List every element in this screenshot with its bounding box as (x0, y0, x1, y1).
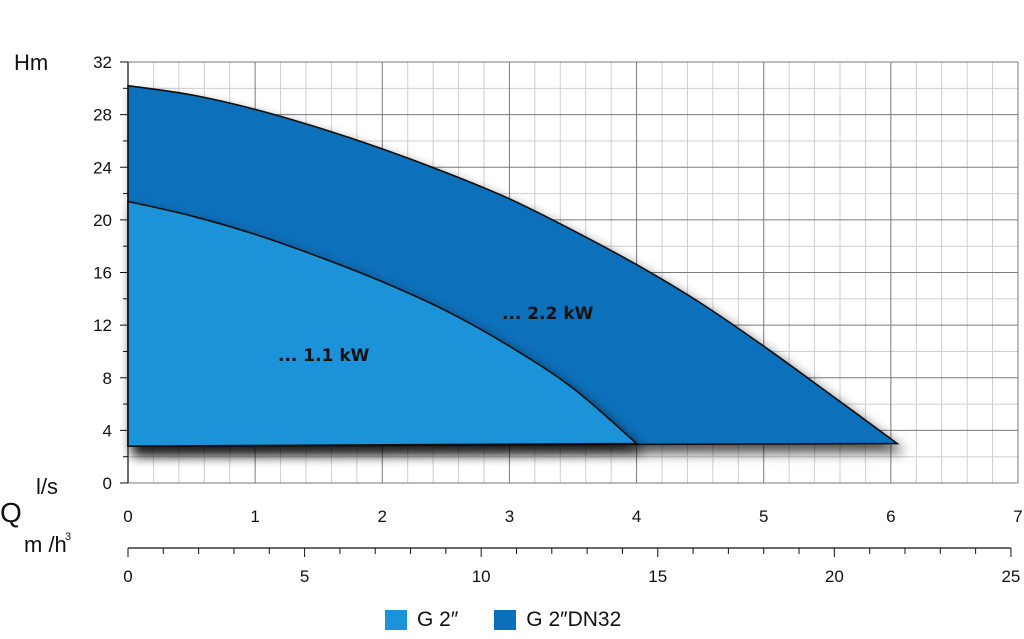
region-label-2-2kw: ... 2.2 kW (502, 304, 594, 324)
x-tick-label-m3h: 25 (1001, 567, 1020, 586)
x-tick-label-ls: 6 (886, 507, 895, 526)
x-tick-label-m3h: 20 (825, 567, 844, 586)
y-tick-label: 24 (93, 158, 112, 177)
x-axis-title-q: Q (0, 497, 22, 528)
x-tick-label-ls: 5 (759, 507, 768, 526)
y-tick-label: 8 (103, 369, 112, 388)
x-tick-label-ls: 1 (250, 507, 259, 526)
x-tick-label-ls: 0 (123, 507, 132, 526)
y-axis-title: Hm (14, 50, 48, 75)
y-tick-label: 0 (103, 474, 112, 493)
x-tick-label-m3h: 15 (648, 567, 667, 586)
x-axis-unit-ls: l/s (36, 474, 58, 499)
y-tick-label: 16 (93, 264, 112, 283)
y-tick-label: 20 (93, 211, 112, 230)
legend-label-g2: G 2″ (417, 608, 459, 631)
x-tick-label-ls: 3 (505, 507, 514, 526)
legend-item-g2: G 2″ (385, 608, 458, 632)
legend-label-g2-dn32: G 2″DN32 (526, 608, 622, 631)
legend: G 2″ G 2″DN32 (385, 608, 621, 632)
y-tick-label: 12 (93, 316, 112, 335)
legend-swatch-g2 (385, 610, 407, 630)
performance-areas (127, 84, 900, 447)
x-tick-label-ls: 4 (632, 507, 641, 526)
x-tick-label-ls: 2 (378, 507, 387, 526)
y-tick-label: 32 (93, 53, 112, 72)
superscript-3: 3 (65, 531, 71, 543)
region-label-1-1kw: ... 1.1 kW (278, 346, 370, 366)
y-tick-label: 4 (103, 421, 112, 440)
x-axis-unit-m3h: m /h (24, 532, 67, 557)
area-g2-1-1kw (127, 200, 639, 447)
x-tick-label-ls: 7 (1013, 507, 1022, 526)
y-tick-label: 28 (93, 106, 112, 125)
x-tick-label-m3h: 5 (300, 567, 309, 586)
x-tick-label-m3h: 10 (472, 567, 491, 586)
legend-swatch-g2-dn32 (494, 610, 517, 630)
legend-item-g2-dn32: G 2″DN32 (494, 608, 621, 632)
x-tick-label-m3h: 0 (123, 567, 132, 586)
